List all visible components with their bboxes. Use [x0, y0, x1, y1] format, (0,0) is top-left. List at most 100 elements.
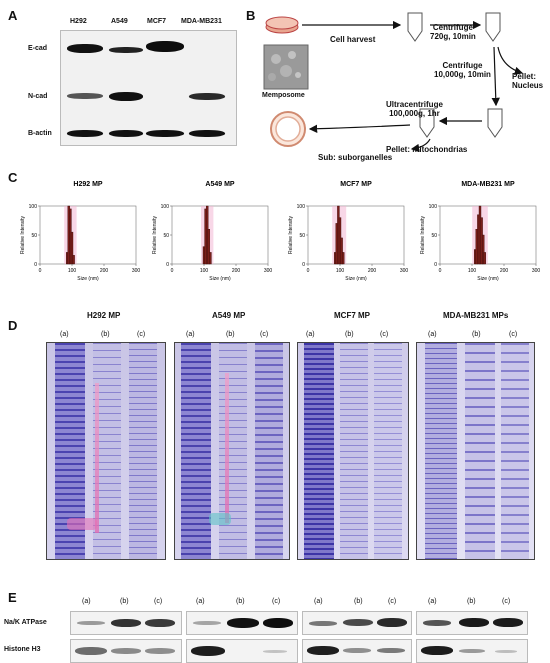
y-tick-label: 50	[431, 233, 437, 239]
gel4-lane-b: (b)	[472, 331, 481, 338]
blot4-nak	[416, 611, 528, 635]
y-tick-label: 100	[161, 204, 170, 210]
blot2-lane-a: (a)	[196, 598, 205, 605]
gel-title-mcf7: MCF7 MP	[334, 311, 370, 320]
histogram-bar	[207, 229, 211, 265]
panel-b-label: B	[246, 8, 256, 23]
x-tick-label: 300	[532, 268, 541, 274]
y-tick-label: 50	[163, 233, 169, 239]
x-axis-label: Size (nm)	[77, 276, 99, 282]
gel4-lane-a: (a)	[428, 331, 437, 338]
x-tick-label: 200	[500, 268, 509, 274]
blot1-lane-a: (a)	[82, 598, 91, 605]
chart-title: MDA-MB231 MP	[461, 181, 515, 188]
blot1-nak	[70, 611, 182, 635]
gel-a549	[174, 342, 290, 560]
x-tick-label: 0	[39, 268, 42, 274]
ncad-band-mdamb231	[189, 93, 225, 100]
ecad-band-a549	[109, 47, 143, 53]
blot4-lane-a: (a)	[428, 598, 437, 605]
pellet-nucleus-text: Pellet: Nucleus	[512, 72, 544, 90]
memposome-micrograph	[263, 44, 309, 90]
x-axis-label: Size (nm)	[477, 276, 499, 282]
y-tick-label: 0	[34, 262, 37, 268]
y-axis-label: Relative Intensity	[420, 215, 426, 254]
tube-icon-1	[407, 12, 423, 42]
blot3-lane-c: (c)	[388, 598, 397, 605]
plot-frame	[171, 205, 269, 265]
bactin-band-mcf7	[146, 130, 184, 137]
gel-mcf7	[297, 342, 409, 560]
bactin-band-a549	[109, 130, 143, 137]
cell-line-a549: A549	[111, 18, 128, 25]
blot2-nak	[186, 611, 298, 635]
blot2-lane-b: (b)	[236, 598, 245, 605]
y-tick-label: 50	[31, 233, 37, 239]
blot3-lane-a: (a)	[314, 598, 323, 605]
y-axis-label: Relative Intensity	[288, 215, 294, 254]
ncad-band-a549	[109, 92, 143, 101]
x-tick-label: 200	[368, 268, 377, 274]
x-tick-label: 0	[439, 268, 442, 274]
y-tick-label: 0	[434, 262, 437, 268]
gel2-lane-c: (c)	[260, 331, 269, 338]
panel-e-label: E	[8, 590, 17, 605]
blot3-lane-b: (b)	[354, 598, 363, 605]
panel-d-label: D	[8, 318, 18, 333]
blot1-lane-c: (c)	[154, 598, 163, 605]
fractionation-diagram	[263, 12, 524, 153]
plot-frame	[439, 205, 537, 265]
panel-a-label: A	[8, 8, 18, 23]
protein-histone-h3: Histone H3	[4, 646, 41, 653]
y-axis-label: Relative Intensity	[20, 215, 26, 254]
pellet-mito-text: Pellet: mitochondrias	[386, 145, 468, 154]
protein-nak-atpase: Na/K ATPase	[4, 619, 47, 626]
marker-ncad: N-cad	[28, 93, 48, 100]
y-tick-label: 100	[29, 204, 38, 210]
gel1-lane-a: (a)	[60, 331, 69, 338]
blot1-lane-b: (b)	[120, 598, 129, 605]
marker-bactin: B-actin	[28, 130, 52, 137]
gel3-lane-c: (c)	[380, 331, 389, 338]
western-blot-panel-a	[60, 30, 237, 146]
y-tick-label: 100	[429, 204, 438, 210]
panel-c-label: C	[8, 170, 18, 185]
ecad-band-h292	[67, 44, 103, 53]
x-tick-label: 300	[264, 268, 273, 274]
y-tick-label: 0	[166, 262, 169, 268]
petri-dish-icon	[265, 16, 299, 34]
histogram-bar	[340, 237, 343, 265]
ncad-band-h292	[67, 93, 103, 99]
y-tick-label: 0	[302, 262, 305, 268]
x-tick-label: 200	[232, 268, 241, 274]
bactin-band-h292	[67, 130, 103, 137]
blot4-h3	[416, 639, 528, 663]
gel1-lane-b: (b)	[101, 331, 110, 338]
gel1-lane-c: (c)	[137, 331, 146, 338]
x-tick-label: 200	[100, 268, 109, 274]
gel-h292	[46, 342, 166, 560]
y-tick-label: 50	[299, 233, 305, 239]
histogram-bar	[209, 252, 212, 265]
tube-icon-4	[419, 108, 435, 138]
blot2-lane-c: (c)	[272, 598, 281, 605]
x-tick-label: 0	[307, 268, 310, 274]
y-tick-label: 100	[297, 204, 306, 210]
x-tick-label: 100	[200, 268, 209, 274]
cell-line-mdamb231: MDA-MB231	[181, 18, 222, 25]
histogram-bar	[72, 255, 75, 265]
gel-title-mdamb231: MDA-MB231 MPs	[443, 311, 509, 320]
gel-mdamb231	[416, 342, 535, 560]
gel3-lane-a: (a)	[306, 331, 315, 338]
chart-title: MCF7 MP	[340, 181, 372, 188]
ultracentrifuge-text: Ultracentrifuge 100,000g, 1hr	[386, 100, 443, 118]
chart-title: H292 MP	[73, 181, 103, 188]
tube-icon-2	[485, 12, 501, 42]
marker-ecad: E-cad	[28, 45, 48, 52]
tube-icon-3	[487, 108, 503, 138]
plot-frame	[307, 205, 405, 265]
chart-title: A549 MP	[205, 181, 235, 188]
x-axis-label: Size (nm)	[209, 276, 231, 282]
x-tick-label: 300	[132, 268, 141, 274]
blot3-h3	[302, 639, 412, 663]
